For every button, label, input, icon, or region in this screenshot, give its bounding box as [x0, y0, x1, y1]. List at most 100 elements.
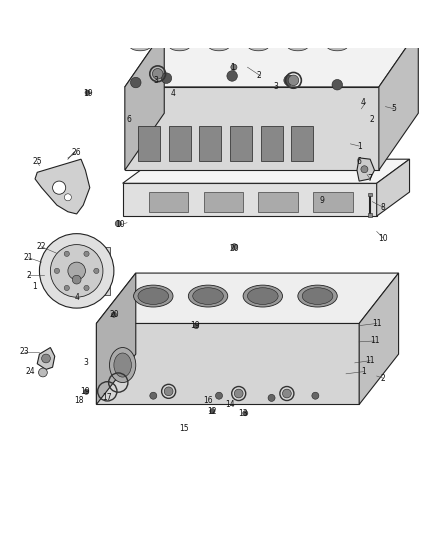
Polygon shape: [125, 87, 379, 170]
Text: 23: 23: [19, 348, 29, 357]
Circle shape: [268, 394, 275, 401]
Text: 2: 2: [26, 271, 31, 280]
Circle shape: [64, 285, 69, 290]
Text: 3: 3: [83, 358, 88, 367]
Ellipse shape: [188, 285, 228, 307]
Bar: [368, 213, 372, 216]
Polygon shape: [359, 273, 399, 405]
Text: 13: 13: [238, 409, 248, 418]
Polygon shape: [377, 159, 410, 216]
Ellipse shape: [302, 288, 333, 304]
Polygon shape: [96, 324, 359, 405]
Circle shape: [164, 387, 173, 395]
Text: 11: 11: [372, 319, 381, 328]
Ellipse shape: [169, 40, 191, 51]
Bar: [368, 193, 372, 197]
Circle shape: [85, 90, 90, 95]
Text: 26: 26: [72, 148, 81, 157]
Circle shape: [288, 75, 299, 86]
Text: 2: 2: [370, 115, 374, 124]
Text: 8: 8: [381, 203, 385, 212]
Text: 10: 10: [116, 220, 125, 229]
Circle shape: [111, 312, 117, 317]
Text: 1: 1: [230, 63, 234, 72]
Circle shape: [161, 73, 172, 84]
Polygon shape: [123, 183, 377, 216]
Circle shape: [152, 69, 163, 79]
Polygon shape: [35, 159, 90, 214]
Polygon shape: [169, 126, 191, 161]
Circle shape: [234, 389, 243, 398]
Text: 6: 6: [357, 157, 362, 166]
Polygon shape: [48, 247, 110, 295]
Circle shape: [194, 324, 199, 329]
Circle shape: [284, 75, 294, 86]
Text: 2: 2: [256, 71, 261, 80]
Ellipse shape: [326, 40, 348, 51]
Text: 2: 2: [381, 374, 385, 383]
Circle shape: [53, 181, 66, 194]
Text: 11: 11: [370, 336, 379, 345]
Polygon shape: [138, 126, 160, 161]
Polygon shape: [125, 30, 418, 87]
Text: 10: 10: [378, 233, 388, 243]
Polygon shape: [357, 158, 374, 181]
Text: 9: 9: [319, 196, 325, 205]
Ellipse shape: [208, 40, 230, 51]
Polygon shape: [379, 30, 418, 170]
Circle shape: [42, 354, 50, 363]
Circle shape: [131, 77, 141, 88]
Circle shape: [84, 285, 89, 290]
Text: 17: 17: [102, 393, 112, 402]
Text: 20: 20: [230, 245, 239, 254]
Circle shape: [332, 79, 343, 90]
Circle shape: [312, 392, 319, 399]
Circle shape: [243, 410, 248, 416]
Circle shape: [215, 392, 223, 399]
Circle shape: [54, 268, 60, 273]
Circle shape: [68, 262, 85, 280]
Text: 4: 4: [74, 293, 79, 302]
Text: 21: 21: [24, 253, 33, 262]
Ellipse shape: [114, 353, 131, 377]
Text: 18: 18: [74, 395, 84, 405]
Text: 11: 11: [365, 356, 375, 365]
Polygon shape: [261, 126, 283, 161]
Circle shape: [361, 166, 368, 173]
Ellipse shape: [129, 40, 151, 51]
Circle shape: [39, 368, 47, 377]
Text: 1: 1: [33, 282, 37, 290]
Ellipse shape: [298, 285, 337, 307]
Circle shape: [64, 251, 69, 256]
Circle shape: [115, 221, 121, 227]
Circle shape: [94, 268, 99, 273]
Circle shape: [210, 408, 215, 414]
Text: 4: 4: [170, 89, 176, 98]
Polygon shape: [96, 273, 136, 405]
Text: 22: 22: [37, 243, 46, 251]
Text: 19: 19: [83, 89, 92, 98]
Circle shape: [283, 389, 291, 398]
Circle shape: [72, 275, 81, 284]
Circle shape: [84, 251, 89, 256]
Text: 12: 12: [208, 407, 217, 416]
Polygon shape: [230, 126, 252, 161]
Polygon shape: [125, 30, 164, 170]
Circle shape: [50, 245, 103, 297]
Text: 16: 16: [203, 395, 213, 405]
Text: 6: 6: [127, 115, 132, 124]
Text: 1: 1: [357, 142, 361, 150]
Ellipse shape: [247, 288, 278, 304]
Text: 25: 25: [32, 157, 42, 166]
Polygon shape: [123, 159, 410, 183]
Text: 3: 3: [273, 83, 279, 92]
Ellipse shape: [138, 288, 169, 304]
Text: 19: 19: [190, 321, 200, 330]
Text: 15: 15: [179, 424, 189, 433]
Ellipse shape: [134, 285, 173, 307]
Text: 14: 14: [225, 400, 235, 409]
Polygon shape: [96, 273, 399, 324]
Ellipse shape: [193, 288, 223, 304]
Ellipse shape: [110, 348, 136, 383]
Circle shape: [84, 389, 89, 394]
